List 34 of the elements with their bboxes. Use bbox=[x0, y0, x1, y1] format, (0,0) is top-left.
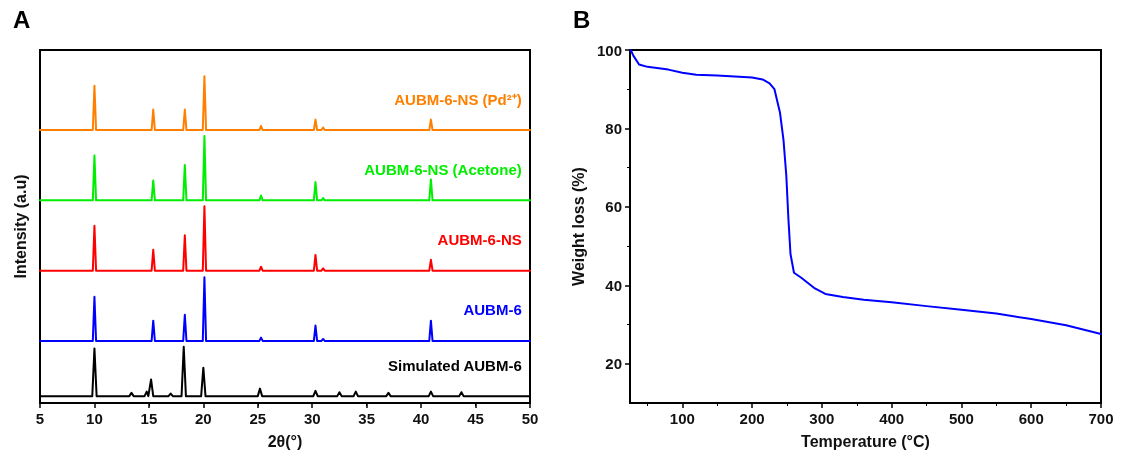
chart-title: B bbox=[573, 5, 591, 33]
x-tick-label: 100 bbox=[669, 410, 695, 427]
x-axis-title: Temperature (°C) bbox=[801, 432, 930, 450]
chart-title: A bbox=[13, 5, 31, 33]
x-tick-label: 200 bbox=[739, 410, 765, 427]
x-tick-label: 40 bbox=[412, 410, 430, 427]
x-tick-label: 20 bbox=[194, 410, 212, 427]
line-series bbox=[629, 49, 1102, 335]
x-tick-label: 400 bbox=[879, 410, 905, 427]
series-label: Simulated AUBM-6 bbox=[388, 356, 522, 374]
x-tick-label: 50 bbox=[521, 410, 539, 427]
series-label: AUBM-6-NS (Pd²⁺) bbox=[394, 90, 522, 108]
x-axis-title: 2θ(°) bbox=[267, 432, 303, 450]
y-axis-title: Weight loss (%) bbox=[569, 167, 587, 286]
series-label: AUBM-6 bbox=[463, 301, 522, 319]
y-axis-title: Intensity (a.u) bbox=[11, 174, 29, 279]
y-tick-label: 20 bbox=[605, 355, 622, 373]
y-tick-label: 40 bbox=[605, 276, 622, 294]
series-label: AUBM-6-NS bbox=[437, 231, 522, 249]
x-tick-label: 500 bbox=[948, 410, 974, 427]
x-tick-label: 5 bbox=[35, 410, 45, 427]
x-tick-label: 30 bbox=[303, 410, 321, 427]
x-tick-label: 25 bbox=[249, 410, 267, 427]
series-label: AUBM-6-NS (Acetone) bbox=[364, 160, 522, 178]
y-tick-label: 80 bbox=[605, 119, 622, 137]
y-tick-label: 60 bbox=[605, 198, 622, 216]
x-tick-label: 15 bbox=[140, 410, 158, 427]
x-tick-label: 10 bbox=[86, 410, 103, 427]
x-tick-label: 700 bbox=[1088, 410, 1114, 427]
y-tick-label: 100 bbox=[596, 41, 622, 59]
x-tick-label: 600 bbox=[1018, 410, 1044, 427]
x-tick-label: 45 bbox=[467, 410, 484, 427]
x-tick-label: 35 bbox=[358, 410, 376, 427]
x-tick-label: 300 bbox=[809, 410, 835, 427]
